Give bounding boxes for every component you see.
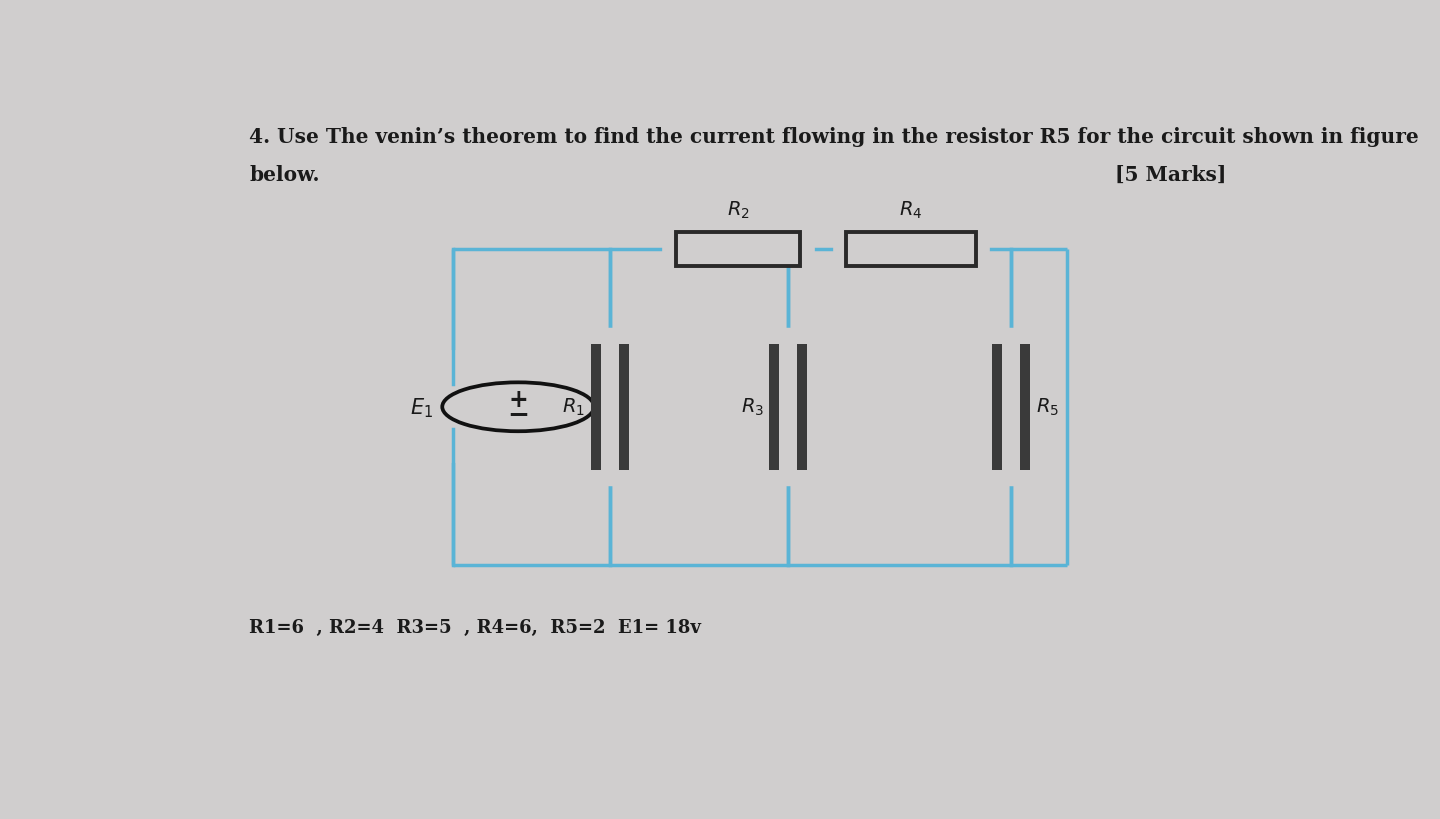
Text: R1=6  , R2=4  R3=5  , R4=6,  R5=2  E1= 18v: R1=6 , R2=4 R3=5 , R4=6, R5=2 E1= 18v [249,618,701,636]
Bar [992,344,1002,470]
Text: below.: below. [249,165,320,184]
Bar [769,344,779,470]
Bar [847,233,976,267]
Text: 4. Use The venin’s theorem to find the current flowing in the resistor R5 for th: 4. Use The venin’s theorem to find the c… [249,127,1418,147]
Bar [619,344,629,470]
Text: $R_3$: $R_3$ [740,396,763,418]
Text: $R_5$: $R_5$ [1035,396,1058,418]
Text: −: − [507,403,530,429]
Bar [590,344,600,470]
Bar [675,233,801,267]
Ellipse shape [442,382,595,432]
Text: $R_1$: $R_1$ [562,396,585,418]
Text: $E_1$: $E_1$ [410,396,433,419]
Text: $R_2$: $R_2$ [727,200,749,221]
Text: +: + [508,388,528,412]
Bar [1021,344,1031,470]
Text: [5 Marks]: [5 Marks] [1116,165,1227,184]
Bar [798,344,808,470]
Text: $R_4$: $R_4$ [900,200,923,221]
